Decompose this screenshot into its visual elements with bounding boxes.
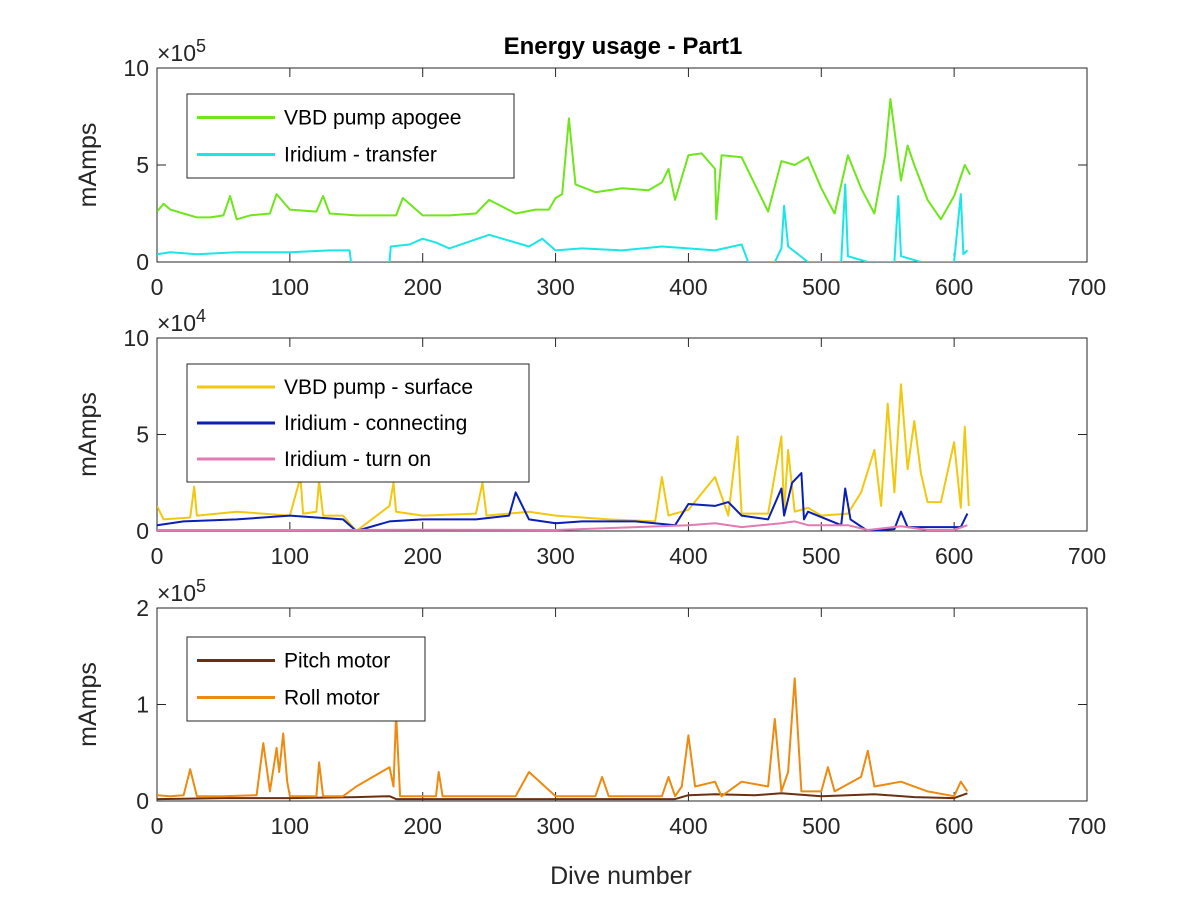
series-line-iridium-connecting [157,472,969,531]
x-tick-label: 500 [802,274,840,300]
legend-box [186,636,426,722]
x-tick-label: 100 [271,813,309,839]
legend-entry-label: Iridium - turn on [284,448,431,471]
legend-3: Pitch motor Roll motor [186,636,426,722]
x-tick-label: 300 [536,274,574,300]
series-line-vbd-pump-surface [157,383,970,531]
y-tick-label: 10 [123,55,149,81]
legend-entry-label: VBD pump apogee [284,107,461,130]
y-tick-label: 10 [123,325,149,351]
y-exponent-label: ×105 [157,36,206,66]
x-tick-label: 400 [669,813,707,839]
x-tick-label: 200 [404,813,442,839]
y-tick-label: 2 [136,595,149,621]
x-tick-label: 700 [1068,274,1106,300]
series-line-vbd-pump-apogee [157,98,971,221]
y-tick-label: 0 [136,788,149,814]
y-axis-label: mAmps [74,123,102,208]
x-tick-label: 0 [151,813,164,839]
subplot-3: 0 100 200 300 400 500 600 700 0 1 2 ×105 mAmps Pitch … [74,576,1106,839]
series-group [157,98,971,262]
legend-2: VBD pump - surface Iridium - connecting Ir… [186,363,530,483]
legend-entry-label: Iridium - connecting [284,412,467,435]
y-tick-label: 5 [136,422,149,448]
y-exponent-label: ×104 [157,306,206,336]
x-tick-label: 700 [1068,813,1106,839]
x-tick-label: 0 [151,543,164,569]
x-tick-label: 100 [271,543,309,569]
x-tick-label: 400 [669,543,707,569]
x-tick-label: 400 [669,274,707,300]
legend-entry-label: Roll motor [284,687,380,710]
x-tick-label: 600 [935,813,973,839]
legend-box [186,93,515,179]
subplot-2: 0 100 200 300 400 500 600 700 0 5 10 ×104 mAmps VBD p… [74,306,1106,569]
x-tick-label: 0 [151,274,164,300]
y-tick-label: 0 [136,518,149,544]
series-group [157,383,970,531]
y-axis-label: mAmps [74,392,102,477]
series-line-pitch-motor [157,792,968,801]
subplot-1: 0 100 200 300 400 500 600 700 0 5 10 ×105 mAmps VBD p… [74,36,1106,300]
series-group [157,677,969,801]
x-tick-label: 500 [802,543,840,569]
x-tick-label: 700 [1068,543,1106,569]
y-tick-label: 1 [136,692,149,718]
x-tick-label: 300 [536,543,574,569]
series-line-roll-motor [157,677,969,798]
series-line-iridium-transfer [157,183,969,262]
x-axis-label: Dive number [550,862,692,890]
y-exponent-label: ×105 [157,576,206,606]
y-tick-label: 0 [136,249,149,275]
x-tick-label: 100 [271,274,309,300]
x-tick-label: 200 [404,543,442,569]
y-tick-label: 5 [136,152,149,178]
x-tick-label: 600 [935,543,973,569]
x-tick-label: 600 [935,274,973,300]
y-axis-label: mAmps [74,662,102,747]
figure-title: Energy usage - Part1 [504,33,743,60]
x-tick-label: 500 [802,813,840,839]
legend-entry-label: Pitch motor [284,650,390,673]
x-tick-label: 300 [536,813,574,839]
legend-entry-label: VBD pump - surface [284,376,473,399]
series-line-iridium-turn-on [157,520,968,531]
legend-1: VBD pump apogee Iridium - transfer [186,93,515,179]
x-tick-label: 200 [404,274,442,300]
legend-entry-label: Iridium - transfer [284,144,437,167]
